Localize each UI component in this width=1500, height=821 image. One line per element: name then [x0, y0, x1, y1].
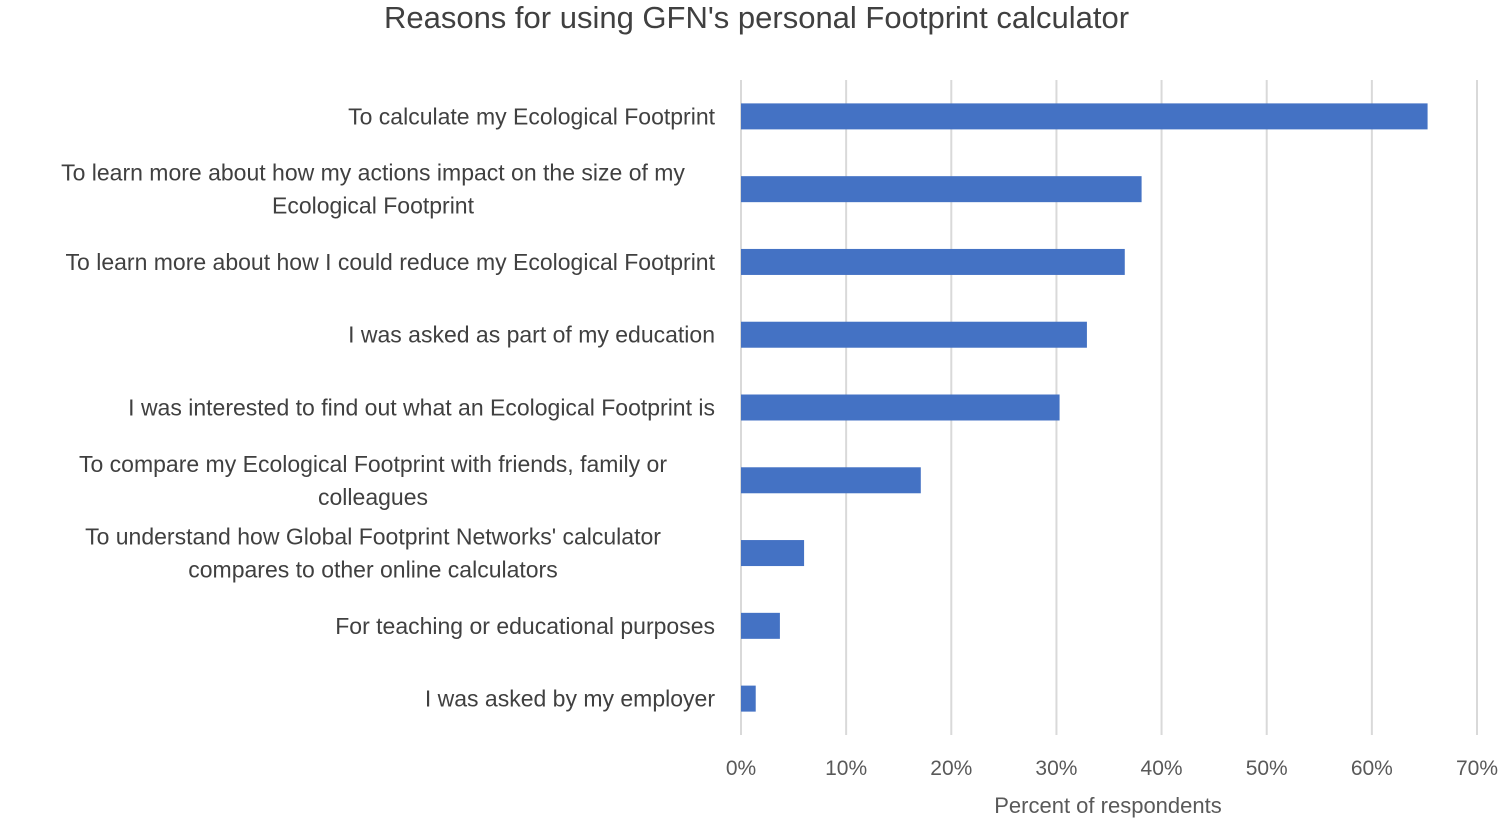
- category-label: To learn more about how I could reduce m…: [66, 249, 716, 275]
- x-tick-label: 70%: [1456, 757, 1498, 780]
- bar: [741, 540, 805, 567]
- category-label: colleagues: [318, 484, 428, 510]
- category-label: To learn more about how my actions impac…: [61, 160, 685, 186]
- bars: [741, 103, 1428, 712]
- bar: [741, 612, 780, 639]
- x-tick-label: 10%: [825, 757, 867, 780]
- bar: [741, 248, 1125, 275]
- bar: [741, 394, 1060, 421]
- x-tick-label: 20%: [930, 757, 972, 780]
- x-axis-title: Percent of respondents: [994, 793, 1221, 818]
- x-tick-label: 60%: [1351, 757, 1393, 780]
- bar: [741, 321, 1087, 348]
- category-label: I was asked as part of my education: [348, 322, 715, 348]
- chart-title: Reasons for using GFN's personal Footpri…: [383, 0, 1130, 35]
- category-label: To compare my Ecological Footprint with …: [79, 451, 667, 477]
- bar: [741, 467, 921, 494]
- x-tick-label: 0%: [726, 757, 756, 780]
- x-tick-label: 30%: [1035, 757, 1077, 780]
- category-label: Ecological Footprint: [272, 193, 475, 219]
- x-tick-label: 50%: [1246, 757, 1288, 780]
- category-label: I was asked by my employer: [425, 686, 716, 712]
- bar: [741, 176, 1142, 203]
- category-label: To calculate my Ecological Footprint: [348, 103, 715, 129]
- category-label: I was interested to find out what an Eco…: [128, 395, 715, 421]
- x-tick-label: 40%: [1141, 757, 1183, 780]
- category-label: compares to other online calculators: [188, 557, 557, 583]
- category-label: For teaching or educational purposes: [335, 613, 715, 639]
- bar: [741, 103, 1428, 130]
- category-labels: To calculate my Ecological Footprint To l…: [61, 103, 716, 711]
- bar: [741, 685, 756, 712]
- x-tick-labels: 0% 10% 20% 30% 40% 50% 60% 70%: [726, 757, 1498, 780]
- category-label: To understand how Global Footprint Netwo…: [85, 524, 661, 550]
